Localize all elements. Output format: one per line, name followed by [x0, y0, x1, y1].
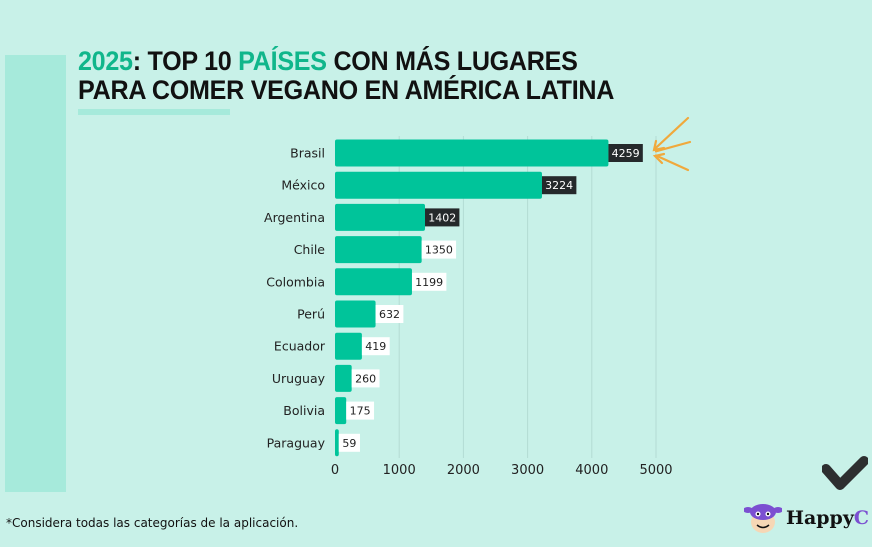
- data-label: 632: [379, 308, 400, 321]
- bar: [335, 429, 339, 457]
- logo-text: HappyC: [786, 507, 869, 529]
- logo-word-cut: C: [853, 507, 869, 529]
- x-tick-label: 1000: [383, 463, 416, 478]
- bar: [335, 268, 412, 296]
- data-label-box: [541, 176, 577, 195]
- happycow-logo: HappyC: [744, 500, 869, 536]
- data-label: 260: [355, 372, 376, 385]
- arrow-head: [652, 139, 666, 152]
- cow-icon: [744, 504, 782, 533]
- data-label: 4259: [612, 147, 640, 160]
- bar: [335, 364, 352, 392]
- data-label: 1350: [425, 244, 453, 257]
- title-underline: [78, 109, 230, 115]
- category-label: Perú: [297, 307, 325, 322]
- data-label: 1402: [428, 211, 456, 224]
- category-label: Argentina: [264, 210, 325, 225]
- chart-title: 2025: TOP 10 PAÍSES CON MÁS LUGARES PARA…: [78, 47, 614, 105]
- title-year: 2025: [78, 46, 133, 76]
- data-label-box: [351, 369, 380, 388]
- category-label: Ecuador: [274, 339, 326, 354]
- highlight-arrow: [654, 140, 692, 153]
- bar: [335, 236, 422, 264]
- category-label: Bolivia: [283, 403, 325, 418]
- x-tick-label: 0: [331, 463, 339, 478]
- data-label: 59: [342, 437, 356, 450]
- data-label-box: [375, 305, 404, 323]
- highlight-arrow: [654, 154, 690, 172]
- checkmark-icon: [822, 456, 868, 490]
- x-tick-label: 2000: [447, 463, 480, 478]
- footnote: *Considera todas las categorías de la ap…: [6, 516, 299, 530]
- decorative-strip: [5, 55, 66, 492]
- data-label-box: [346, 401, 375, 420]
- bar: [335, 203, 426, 231]
- data-label: 1199: [415, 276, 443, 289]
- data-label-box: [361, 337, 390, 356]
- data-label: 175: [350, 405, 371, 418]
- title-highlight: PAÍSES: [238, 46, 327, 76]
- category-label: Uruguay: [272, 371, 326, 386]
- bar: [335, 139, 609, 167]
- category-label: Chile: [294, 242, 326, 257]
- bar: [335, 171, 542, 199]
- data-label-box: [338, 433, 360, 452]
- bar: [335, 397, 347, 425]
- x-tick-label: 4000: [575, 463, 608, 478]
- data-label: 3224: [545, 179, 573, 192]
- data-label-box: [411, 272, 447, 291]
- highlight-arrow: [654, 116, 690, 149]
- bar: [335, 300, 376, 328]
- data-label-box: [608, 144, 643, 162]
- x-tick-label: 5000: [639, 463, 672, 478]
- category-label: Paraguay: [267, 435, 326, 450]
- title-line2: PARA COMER VEGANO EN AMÉRICA LATINA: [78, 75, 615, 105]
- x-tick-label: 3000: [511, 463, 544, 478]
- bar: [335, 332, 362, 360]
- data-label: 419: [365, 340, 386, 353]
- title-text: CON MÁS LUGARES: [326, 46, 578, 76]
- category-label: México: [281, 178, 325, 193]
- category-label: Brasil: [290, 146, 325, 161]
- arrow-head: [652, 152, 666, 165]
- logo-word: Happy: [786, 507, 854, 529]
- category-label: Colombia: [266, 274, 325, 289]
- title-text: : TOP 10: [132, 46, 239, 76]
- data-label-box: [421, 240, 457, 259]
- data-label-box: [425, 208, 460, 227]
